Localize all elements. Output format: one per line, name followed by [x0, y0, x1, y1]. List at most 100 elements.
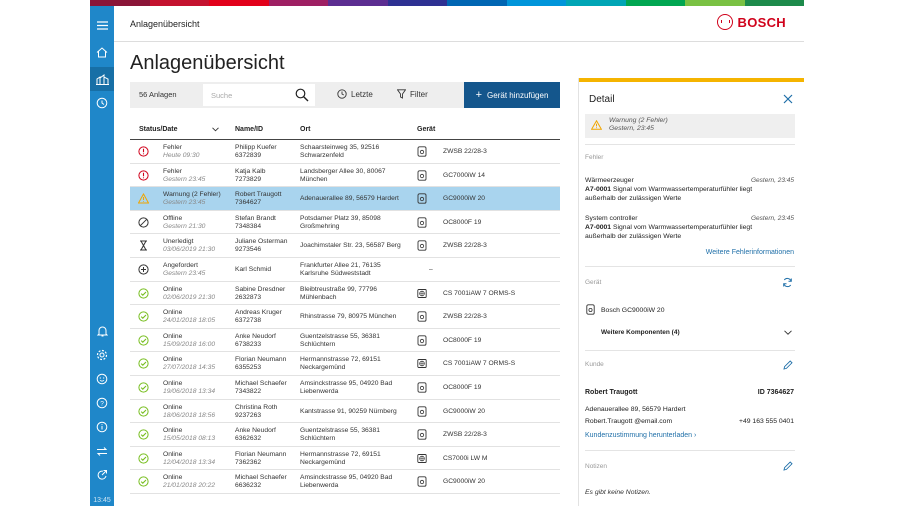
table-row[interactable]: Online 15/05/2018 08:13 Anke Neudorf 636263…: [130, 423, 560, 447]
download-consent-link[interactable]: Kundenzustimmung herunterladen ›: [585, 432, 696, 439]
chevron-down-icon[interactable]: [784, 330, 792, 335]
warning-triangle-icon: [591, 120, 602, 130]
add-device-button[interactable]: + Gerät hinzufügen: [464, 82, 560, 108]
table-row[interactable]: Online 27/07/2018 14:35 Florian Neumann 635…: [130, 352, 560, 376]
plants-overview-icon[interactable]: [90, 67, 114, 91]
customer-id: 9237263: [235, 411, 262, 419]
table-row[interactable]: Warnung (2 Fehler) Gestern 23:45 Robert Tr…: [130, 187, 560, 211]
boiler-device-icon: [417, 146, 427, 157]
table-row[interactable]: Online 21/01/2018 20:22 Michael Schaefer 66…: [130, 470, 560, 494]
edit-pencil-icon[interactable]: [783, 461, 793, 471]
customer-email[interactable]: Robert.Traugott @email.com: [585, 418, 673, 425]
column-header-location[interactable]: Ort: [300, 126, 311, 133]
table-row[interactable]: Online 24/01/2018 18:05 Andreas Kruger 6372…: [130, 305, 560, 329]
notification-bell-icon[interactable]: [93, 322, 111, 340]
filter-button[interactable]: Filter: [397, 89, 428, 99]
add-device-label: Gerät hinzufügen: [487, 90, 549, 100]
status-text: Online: [163, 379, 183, 387]
table-row[interactable]: Unerledigt 03/06/2019 21:30 Juliane Osterm…: [130, 234, 560, 258]
table-header: Status/Date Name/ID Ort Gerät: [130, 120, 560, 140]
status-date: 15/09/2018 16:00: [163, 340, 216, 348]
column-header-name[interactable]: Name/ID: [235, 126, 264, 133]
table-row[interactable]: Online 12/04/2018 13:34 Florian Neumann 736…: [130, 447, 560, 471]
status-text: Online: [163, 309, 183, 317]
customer-name: Michael Schaefer: [235, 379, 287, 387]
sort-chevron-down-icon[interactable]: [212, 127, 219, 132]
name-cell: Anke Neudorf 6362632: [235, 427, 276, 443]
online-status-icon: [138, 476, 149, 487]
close-icon[interactable]: [783, 93, 793, 107]
history-icon[interactable]: [93, 94, 111, 112]
table-row[interactable]: Online 18/06/2018 18:56 Christina Roth 9237…: [130, 400, 560, 424]
name-cell: Robert Traugott 7364627: [235, 191, 281, 207]
table-row[interactable]: Angefordert Gestern 23:45 Karl Schmid Frank…: [130, 258, 560, 282]
customer-name: Sabine Dresdner: [235, 285, 286, 293]
name-cell: Christina Roth 9237263: [235, 404, 277, 420]
plus-icon: +: [475, 88, 483, 101]
device-model: GC9000iW 20: [443, 478, 486, 486]
sync-icon[interactable]: [93, 442, 111, 460]
address-line1: Hermannstrasse 72, 69151: [300, 450, 381, 458]
column-header-device[interactable]: Gerät: [417, 126, 436, 133]
search-icon[interactable]: [295, 88, 309, 102]
search-input[interactable]: [203, 84, 288, 106]
menu-icon[interactable]: [93, 16, 111, 34]
customer-name: Florian Neumann: [235, 356, 287, 364]
feedback-smiley-icon[interactable]: [93, 370, 111, 388]
device-model: OC8000F 19: [443, 336, 482, 344]
status-date: 12/04/2018 13:34: [163, 458, 216, 466]
status-date: 24/01/2018 18:05: [163, 317, 216, 325]
address-line2: Mühlenbach: [300, 293, 337, 301]
table-row[interactable]: Online 15/09/2018 16:00 Anke Neudorf 673823…: [130, 329, 560, 353]
home-icon[interactable]: [93, 43, 111, 61]
svg-text:?: ?: [100, 400, 104, 407]
heatpump-device-icon: [417, 358, 427, 369]
column-header-status[interactable]: Status/Date: [139, 126, 178, 133]
header-title: Anlagenübersicht: [130, 19, 200, 29]
boiler-device-icon: [417, 335, 427, 346]
edit-pencil-icon[interactable]: [783, 360, 793, 370]
table-row[interactable]: Online 19/06/2018 13:34 Michael Schaefer 73…: [130, 376, 560, 400]
status-cell: Warnung (2 Fehler) Gestern 23:45: [163, 191, 221, 207]
settings-gear-icon[interactable]: [93, 346, 111, 364]
info-icon[interactable]: [93, 418, 111, 436]
status-text: Fehler: [163, 167, 182, 175]
table-row[interactable]: Offline Gestern 21:30 Stefan Brandt 7348384…: [130, 211, 560, 235]
customer-id: 7348384: [235, 222, 262, 230]
bosch-armature-icon: [716, 14, 733, 30]
address-line2: Schlüchtern: [300, 340, 336, 348]
location-cell: Guentzelstrasse 55, 36381 Schlüchtern: [300, 427, 418, 443]
plant-count: 56 Anlagen: [139, 90, 177, 99]
name-cell: Karl Schmid: [235, 266, 271, 274]
warning-title: Warnung (2 Fehler): [609, 117, 668, 124]
boiler-device-icon: [417, 429, 427, 440]
name-cell: Juliane Osterman 9273546: [235, 238, 287, 254]
online-status-icon: [138, 453, 149, 464]
address-line1: Amsinckstrasse 95, 04920 Bad: [300, 474, 393, 482]
location-cell: Rhinstrasse 79, 80975 München: [300, 313, 418, 321]
boiler-device-icon: [417, 217, 427, 228]
more-components-toggle[interactable]: Weitere Komponenten (4): [601, 329, 680, 336]
customer-name: Anke Neudorf: [235, 427, 276, 435]
customer-name: Christina Roth: [235, 403, 278, 411]
device-heading: Gerät: [585, 279, 602, 286]
download-consent-label: Kundenzustimmung herunterladen: [585, 432, 693, 439]
warning-summary: Warnung (2 Fehler) Gestern, 23:45: [585, 114, 795, 138]
customer-name: Michael Schaefer: [235, 474, 287, 482]
name-cell: Florian Neumann 7362362: [235, 451, 286, 467]
location-cell: Joachimstaler Str. 23, 56587 Berg: [300, 242, 418, 250]
refresh-icon[interactable]: [782, 277, 793, 288]
table-row[interactable]: Fehler Gestern 23:45 Katja Kalb 7273829 Land…: [130, 164, 560, 188]
errors-heading: Fehler: [585, 154, 604, 161]
table-row[interactable]: Online 02/06/2019 21:30 Sabine Dresdner 263…: [130, 282, 560, 306]
help-icon[interactable]: ?: [93, 394, 111, 412]
more-error-info-link[interactable]: Weitere Fehlerinformationen: [705, 249, 794, 256]
table-body: Fehler Heute 09:30 Philipp Kuefer 6372839 Sc…: [130, 140, 560, 494]
recent-button[interactable]: Letzte: [337, 89, 373, 99]
app-header: Anlagenübersicht BOSCH: [114, 6, 804, 42]
logout-icon[interactable]: [93, 466, 111, 484]
table-row[interactable]: Fehler Heute 09:30 Philipp Kuefer 6372839 Sc…: [130, 140, 560, 164]
customer-phone[interactable]: +49 163 555 0401: [739, 418, 794, 425]
boiler-device-icon: [417, 476, 427, 487]
error1-time: Gestern, 23:45: [751, 177, 794, 184]
